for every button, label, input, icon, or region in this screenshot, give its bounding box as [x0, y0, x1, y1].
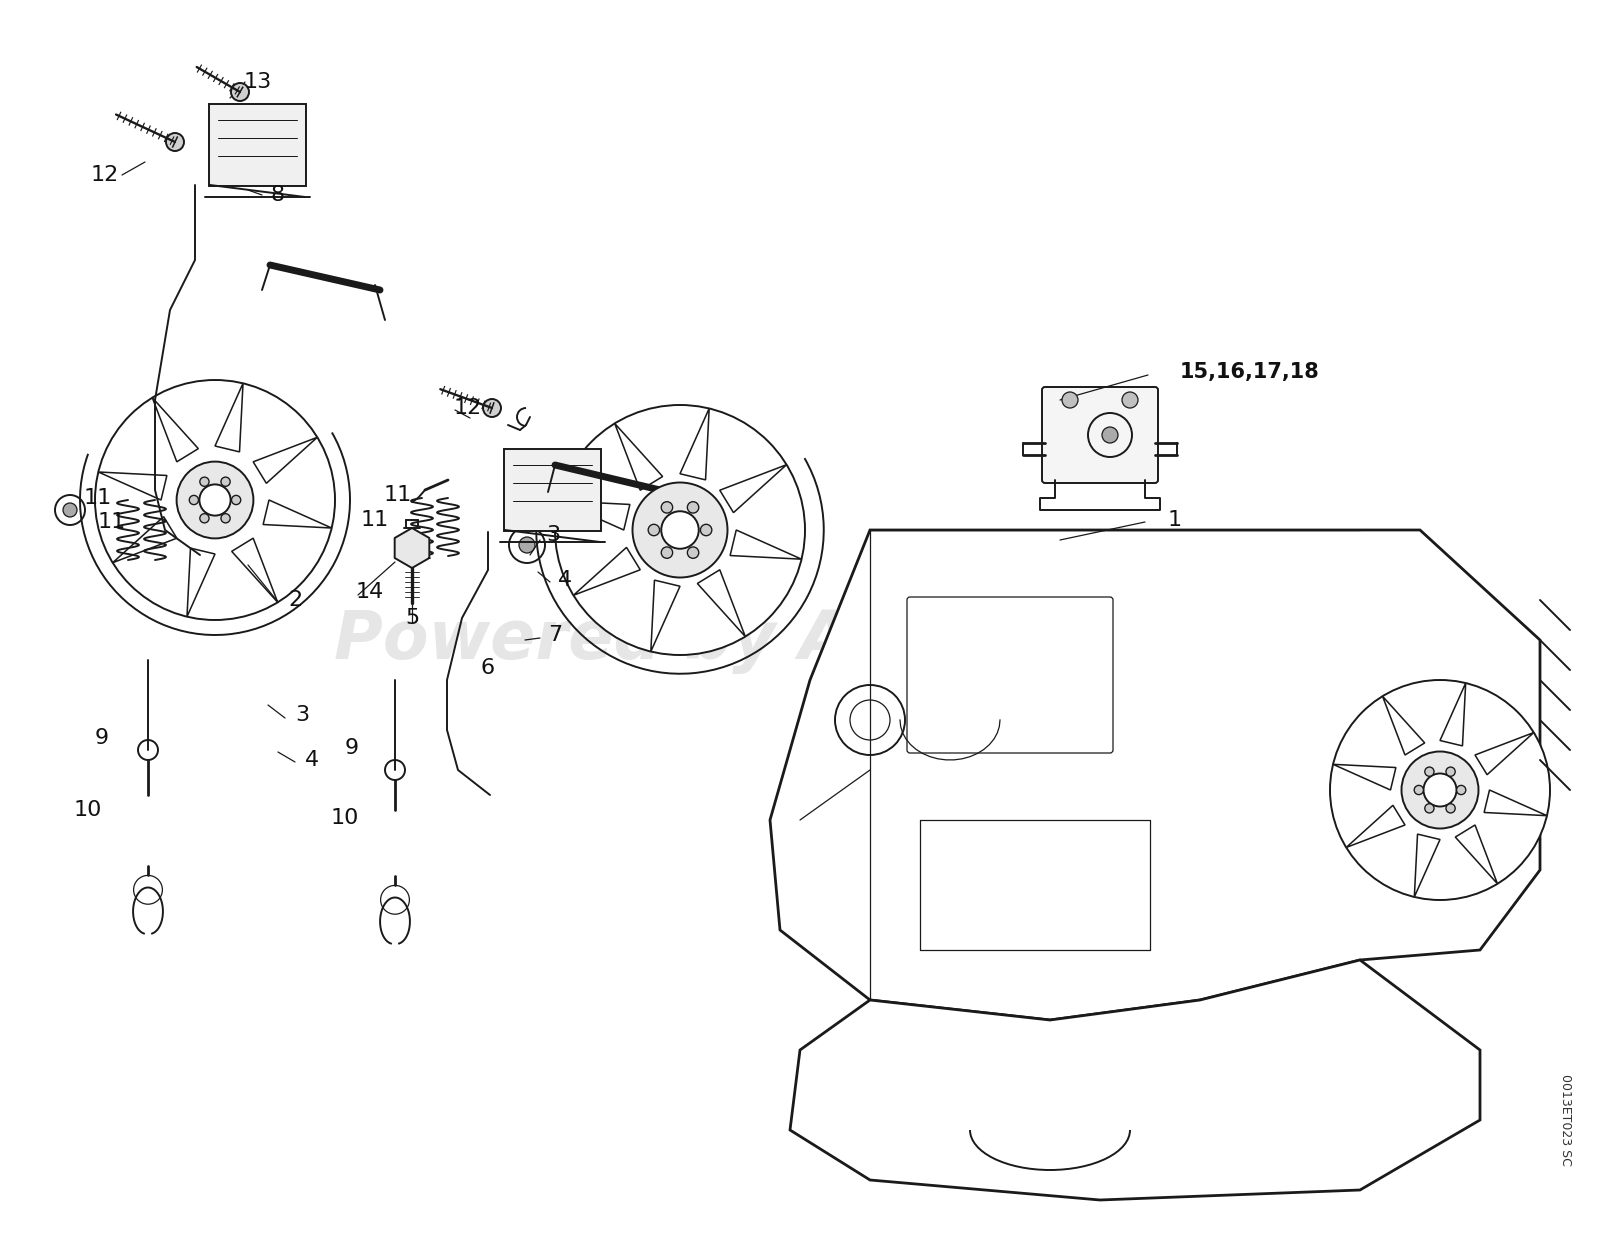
FancyBboxPatch shape — [1042, 387, 1158, 483]
Polygon shape — [770, 530, 1539, 1020]
Text: 6: 6 — [482, 658, 494, 679]
Text: 11: 11 — [362, 510, 389, 530]
Circle shape — [221, 477, 230, 486]
Text: 14: 14 — [355, 582, 384, 602]
Text: 11: 11 — [98, 512, 126, 533]
Text: 4: 4 — [306, 750, 318, 771]
Polygon shape — [381, 898, 410, 943]
Circle shape — [1402, 752, 1478, 828]
Circle shape — [1424, 773, 1456, 807]
Circle shape — [661, 546, 672, 558]
Circle shape — [200, 477, 210, 486]
Text: 11: 11 — [83, 488, 112, 507]
Circle shape — [62, 504, 77, 517]
Circle shape — [701, 524, 712, 535]
Text: 9: 9 — [94, 728, 109, 748]
Circle shape — [518, 538, 534, 553]
Circle shape — [1062, 392, 1078, 408]
Polygon shape — [395, 528, 429, 568]
Text: 1: 1 — [1168, 510, 1182, 530]
Text: 10: 10 — [74, 799, 102, 820]
Circle shape — [483, 399, 501, 417]
Text: 4: 4 — [558, 570, 573, 590]
Circle shape — [1414, 786, 1424, 794]
Circle shape — [632, 482, 728, 578]
Circle shape — [1424, 803, 1434, 813]
FancyBboxPatch shape — [504, 449, 602, 531]
Circle shape — [166, 133, 184, 151]
Polygon shape — [133, 888, 163, 933]
Circle shape — [1424, 767, 1434, 777]
Text: 9: 9 — [346, 738, 358, 758]
Text: 12: 12 — [91, 165, 118, 185]
Text: 5: 5 — [405, 608, 419, 628]
Circle shape — [1122, 392, 1138, 408]
Text: Powered by Avon Spares: Powered by Avon Spares — [334, 607, 1266, 674]
Text: 11: 11 — [384, 485, 413, 505]
Polygon shape — [790, 961, 1480, 1200]
Text: 8: 8 — [270, 185, 285, 205]
Text: 10: 10 — [331, 808, 358, 828]
Circle shape — [688, 501, 699, 514]
Circle shape — [1330, 680, 1550, 900]
Text: 12: 12 — [454, 398, 482, 418]
Text: 2: 2 — [288, 590, 302, 611]
Circle shape — [221, 514, 230, 522]
Text: 15,16,17,18: 15,16,17,18 — [1181, 363, 1320, 381]
Circle shape — [1102, 427, 1118, 443]
Circle shape — [200, 485, 230, 516]
Circle shape — [1446, 767, 1456, 777]
Circle shape — [176, 462, 253, 539]
Circle shape — [648, 524, 659, 535]
Text: 7: 7 — [547, 624, 562, 645]
FancyBboxPatch shape — [210, 104, 306, 186]
Circle shape — [230, 83, 250, 101]
Circle shape — [94, 380, 334, 619]
Circle shape — [661, 501, 672, 514]
Circle shape — [688, 546, 699, 558]
Text: 0013ET023 SC: 0013ET023 SC — [1558, 1074, 1571, 1166]
Circle shape — [1456, 786, 1466, 794]
Circle shape — [200, 514, 210, 522]
Circle shape — [189, 495, 198, 505]
Text: 13: 13 — [243, 72, 272, 92]
Circle shape — [1446, 803, 1456, 813]
Circle shape — [232, 495, 240, 505]
Text: 3: 3 — [294, 705, 309, 725]
Circle shape — [555, 405, 805, 655]
Circle shape — [661, 511, 699, 549]
Text: 3: 3 — [546, 525, 560, 545]
